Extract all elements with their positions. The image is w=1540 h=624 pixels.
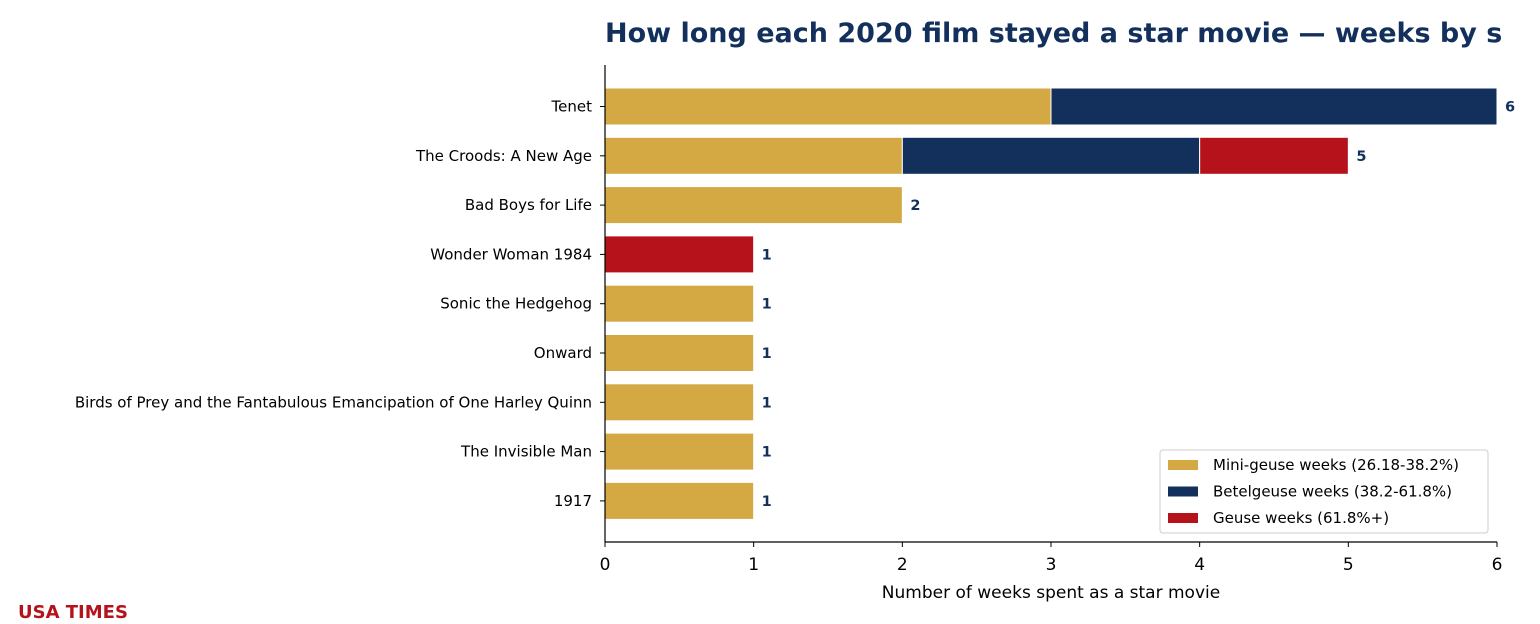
x-axis-label: Number of weeks spent as a star movie	[882, 583, 1220, 603]
bars-layer	[604, 87, 1498, 520]
value-label: 1	[762, 494, 772, 510]
axes-layer: Tenet The Croods: A New Age Bad Boys for L…	[75, 65, 1503, 575]
value-label: 1	[762, 346, 772, 362]
y-tick-label: The Croods: A New Age	[415, 147, 592, 165]
value-label: 1	[762, 445, 772, 461]
chart-title: How long each 2020 film stayed a star mo…	[605, 18, 1502, 49]
x-tick-label: 5	[1343, 555, 1354, 575]
y-tick-label: Sonic the Hedgehog	[440, 295, 592, 313]
legend-swatch-3	[1168, 513, 1198, 523]
legend-label-1: Mini-geuse weeks (26.18-38.2%)	[1213, 456, 1459, 474]
bar-segment-3-row-2	[1199, 136, 1349, 175]
value-label: 1	[762, 395, 772, 411]
legend-swatch-1	[1168, 460, 1198, 470]
y-tick-label: Onward	[534, 344, 592, 362]
value-labels-layer: 6 5 2 1 1 1 1 1 1	[762, 100, 1515, 510]
x-tick-label: 6	[1492, 555, 1503, 575]
bar-segment-1-row-5	[604, 284, 755, 323]
value-label: 5	[1356, 149, 1366, 165]
value-label: 1	[762, 247, 772, 263]
bar-segment-2-row-1	[1050, 87, 1498, 126]
y-tick-label: Bad Boys for Life	[465, 196, 592, 214]
value-label: 6	[1505, 100, 1515, 116]
bar-segment-3-row-4	[604, 235, 755, 274]
bar-segment-1-row-2	[604, 136, 903, 175]
bar-segment-1-row-3	[604, 186, 903, 225]
legend-label-2: Betelgeuse weeks (38.2-61.8%)	[1213, 483, 1452, 501]
bar-segment-1-row-7	[604, 383, 755, 422]
legend-label-3: Geuse weeks (61.8%+)	[1213, 509, 1389, 527]
x-tick-label: 4	[1194, 555, 1205, 575]
bar-segment-2-row-2	[901, 136, 1201, 175]
legend-frame	[1159, 449, 1489, 534]
brand-label: USA TIMES	[18, 602, 128, 623]
x-tick-label: 3	[1046, 555, 1057, 575]
y-tick-label: Tenet	[551, 98, 593, 116]
y-tick-label: 1917	[554, 492, 592, 510]
legend-swatch-2	[1168, 486, 1198, 497]
bar-segment-1-row-9	[604, 481, 755, 520]
y-tick-label: Wonder Woman 1984	[430, 245, 592, 263]
value-label: 1	[762, 297, 772, 313]
x-tick-label: 2	[897, 555, 908, 575]
legend: Mini-geuse weeks (26.18-38.2%) Betelgeuse…	[1159, 449, 1489, 534]
y-tick-label: The Invisible Man	[460, 443, 592, 461]
x-tick-label: 0	[600, 555, 611, 575]
bar-segment-1-row-8	[604, 432, 755, 471]
bar-segment-1-row-1	[604, 87, 1052, 126]
y-tick-label: Birds of Prey and the Fantabulous Emanci…	[75, 393, 592, 411]
x-tick-label: 1	[748, 555, 759, 575]
bar-segment-1-row-6	[604, 334, 755, 372]
value-label: 2	[910, 198, 920, 214]
